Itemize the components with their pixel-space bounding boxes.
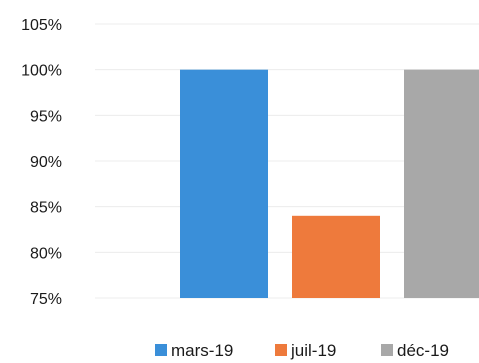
legend-label: déc-19 <box>397 341 449 360</box>
legend: mars-19 juil-19 déc-19 <box>155 341 449 360</box>
bar-mars-19 <box>180 69 268 299</box>
y-tick-label: 90% <box>30 154 62 171</box>
legend-label: mars-19 <box>171 341 233 360</box>
y-tick-label: 105% <box>21 17 62 34</box>
y-tick-label: 75% <box>30 291 62 308</box>
y-tick-label: 100% <box>21 63 62 80</box>
legend-swatch <box>155 344 167 356</box>
bar-déc-19 <box>404 69 479 299</box>
bar-juil-19 <box>292 215 380 298</box>
legend-swatch <box>381 344 393 356</box>
legend-swatch <box>275 344 287 356</box>
y-tick-label: 95% <box>30 108 62 125</box>
y-tick-label: 85% <box>30 200 62 217</box>
gridlines <box>95 23 479 299</box>
legend-label: juil-19 <box>290 341 336 360</box>
y-tick-label: 80% <box>30 245 62 262</box>
bars <box>180 69 479 299</box>
y-axis: 105% 100% 95% 90% 85% 80% 75% <box>21 17 62 308</box>
